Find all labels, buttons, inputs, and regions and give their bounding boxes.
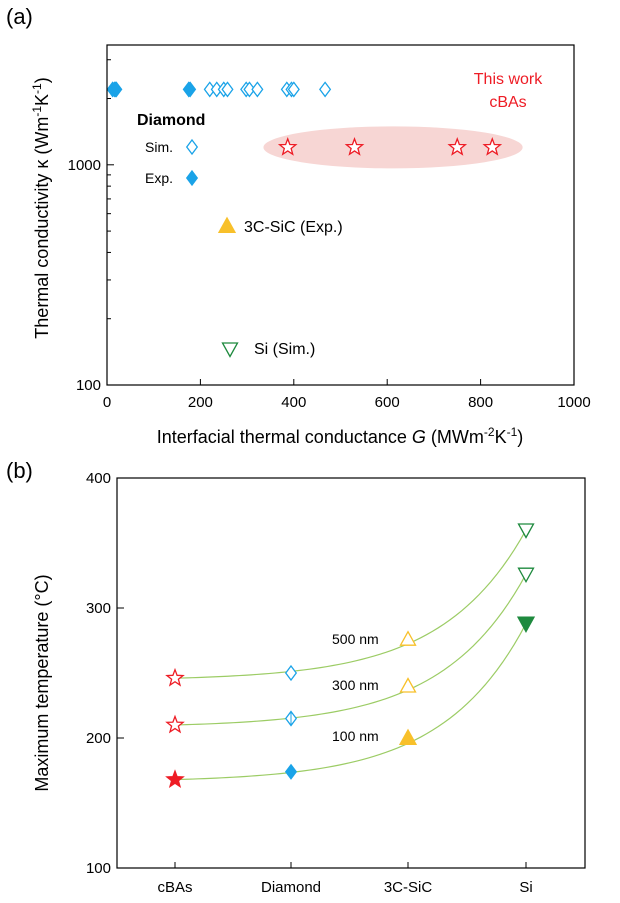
- x-tick-label-b: Diamond: [261, 879, 321, 896]
- series-label-100nm: 100 nm: [332, 728, 379, 744]
- legend-diamond-title: Diamond: [137, 112, 205, 129]
- data-point-a: [221, 81, 234, 98]
- data-point-a: [251, 81, 264, 98]
- chart-a-ylabel: Thermal conductivity κ (Wm-1K-1): [30, 77, 52, 338]
- chart-a-xlabel: Interfacial thermal conductance G (MWm-2…: [157, 425, 524, 447]
- x-tick-label-a: 0: [103, 394, 111, 411]
- data-point-b: [284, 763, 298, 780]
- fit-curve-500nm: [174, 529, 527, 679]
- x-tick-label-a: 800: [468, 394, 493, 411]
- series-label-500nm: 500 nm: [332, 631, 379, 647]
- chart-b-frame: [116, 477, 586, 869]
- legend-diamond-sim: Sim.: [145, 139, 173, 155]
- x-tick-label-b: 3C-SiC: [384, 879, 433, 896]
- data-point-b: [165, 714, 185, 734]
- series-label-300nm: 300 nm: [332, 677, 379, 693]
- data-point-b: [165, 667, 185, 687]
- y-tick-label-a: 1000: [68, 157, 101, 174]
- legend-cbas-line1: This work: [474, 71, 543, 88]
- y-tick-label-b: 400: [86, 470, 111, 487]
- data-point-a: [110, 81, 123, 98]
- chart-b-ylabel: Maximum temperature (°C): [32, 574, 52, 791]
- x-tick-label-a: 400: [281, 394, 306, 411]
- data-point-a: [319, 81, 332, 98]
- data-point-a: [344, 137, 365, 156]
- fit-curve-100nm: [174, 623, 527, 781]
- y-tick-label-b: 100: [86, 860, 111, 877]
- data-point-a: [277, 137, 298, 156]
- data-point-a: [243, 81, 256, 98]
- panel-a-label: (a): [6, 4, 33, 29]
- legend-sic: 3C-SiC (Exp.): [244, 219, 343, 236]
- legend-marker-si: [221, 342, 239, 358]
- panel-b-label: (b): [6, 458, 33, 483]
- x-tick-label-a: 200: [188, 394, 213, 411]
- y-tick-label-b: 200: [86, 730, 111, 747]
- data-point-a: [447, 137, 468, 156]
- data-point-b: [517, 567, 535, 584]
- data-point-b: [517, 523, 535, 539]
- chart-b: 100 200 300 400 cBAs Diamond 3C-SiC Si 500 nm 3…: [32, 470, 586, 896]
- data-point-a: [482, 137, 503, 156]
- y-tick-label-b: 300: [86, 600, 111, 617]
- x-tick-label-b: Si: [519, 879, 532, 896]
- legend-si: Si (Sim.): [254, 341, 315, 358]
- cbas-highlight-ellipse: [263, 126, 523, 169]
- legend-marker-diamond-exp: [185, 169, 199, 187]
- y-tick-label-a: 100: [76, 377, 101, 394]
- data-point-a: [287, 81, 300, 98]
- chart-a-frame: [106, 44, 575, 386]
- data-point-b: [399, 677, 417, 693]
- legend-marker-sic: [217, 216, 237, 234]
- x-tick-label-a: 1000: [557, 394, 590, 411]
- x-tick-label-a: 600: [375, 394, 400, 411]
- data-point-a: [184, 81, 197, 98]
- data-point-b: [284, 710, 298, 727]
- data-point-b: [165, 769, 185, 788]
- data-point-b: [398, 728, 418, 746]
- legend-cbas-line2: cBAs: [489, 94, 526, 111]
- fit-curve-300nm: [174, 573, 527, 726]
- data-point-b: [516, 616, 536, 633]
- data-point-b: [399, 630, 417, 646]
- data-point-b: [284, 664, 298, 682]
- x-tick-label-b: cBAs: [157, 879, 192, 896]
- legend-marker-diamond-sim: [185, 138, 199, 156]
- legend-diamond-exp: Exp.: [145, 170, 173, 186]
